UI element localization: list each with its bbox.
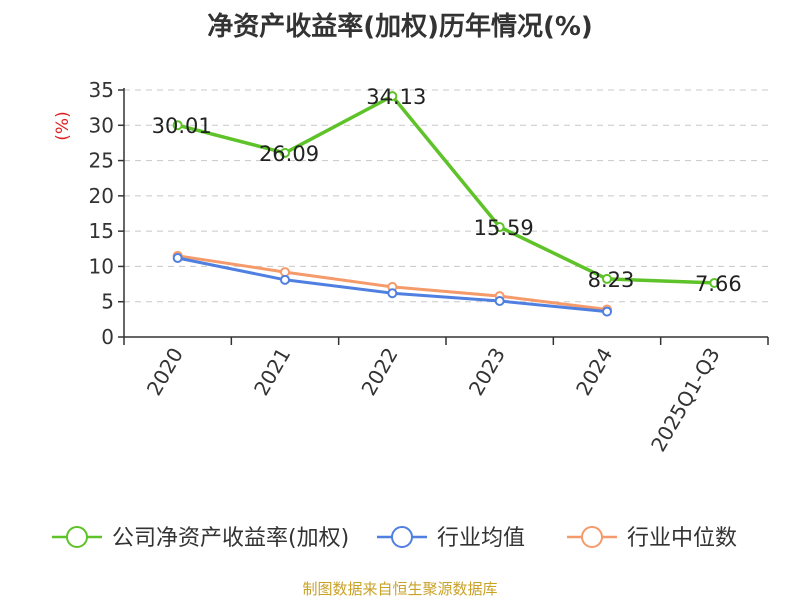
data-point: [280, 274, 290, 285]
y-tick-label: 20: [89, 184, 114, 208]
y-axis-label: (%): [53, 111, 73, 140]
data-label: 7.66: [695, 272, 742, 296]
series-line: [177, 94, 715, 285]
legend[interactable]: 公司净资产收益率(加权) 行业均值 行业中位数: [52, 526, 737, 551]
chart-title: 净资产收益率(加权)历年情况(%): [207, 12, 593, 42]
data-point: [280, 147, 290, 158]
data-point: [172, 252, 183, 263]
y-tick-label: 15: [89, 219, 114, 243]
data-point: [709, 277, 720, 288]
legend-label: 公司净资产收益率(加权): [112, 526, 349, 551]
x-tick-label: 2023: [464, 343, 510, 399]
x-tick-label: 2022: [356, 344, 402, 400]
legend-item[interactable]: 公司净资产收益率(加权): [52, 526, 349, 551]
y-tick-label: 25: [89, 149, 114, 173]
data-point: [172, 120, 183, 131]
data-point: [602, 273, 612, 284]
legend-marker: [581, 526, 603, 548]
y-tick-label: 0: [101, 325, 114, 349]
series-lines: [172, 91, 720, 317]
data-label: 30.01: [152, 114, 212, 138]
legend-label: 行业均值: [437, 526, 525, 551]
data-label: 15.59: [474, 216, 534, 240]
y-tick-label: 10: [89, 254, 114, 278]
legend-marker: [391, 526, 413, 548]
x-tick-label: 2021: [249, 344, 295, 400]
legend-item[interactable]: 行业均值: [377, 526, 525, 551]
x-tick-label: 2024: [571, 344, 617, 400]
legend-item[interactable]: 行业中位数: [567, 526, 737, 551]
legend-label: 行业中位数: [627, 526, 737, 551]
x-tick-label: 2020: [142, 344, 188, 400]
y-tick-label: 5: [101, 290, 114, 314]
data-point: [602, 306, 612, 317]
y-tick-label: 35: [89, 78, 114, 102]
data-point: [494, 221, 505, 232]
grid-lines: [124, 89, 768, 303]
data-point: [387, 91, 398, 102]
data-label: 34.13: [366, 85, 426, 109]
x-tick-label: 2025Q1-Q3: [646, 344, 725, 456]
legend-marker: [66, 526, 88, 548]
data-label: 8.23: [588, 268, 635, 292]
data-source-footer: 制图数据来自恒生聚源数据库: [302, 580, 498, 598]
data-point: [494, 296, 505, 307]
y-tick-label: 30: [89, 113, 114, 137]
data-point: [387, 288, 398, 299]
data-label: 26.09: [259, 142, 319, 166]
data-labels: 30.01 26.09 34.13 15.59 8.23 7.66: [152, 85, 742, 296]
